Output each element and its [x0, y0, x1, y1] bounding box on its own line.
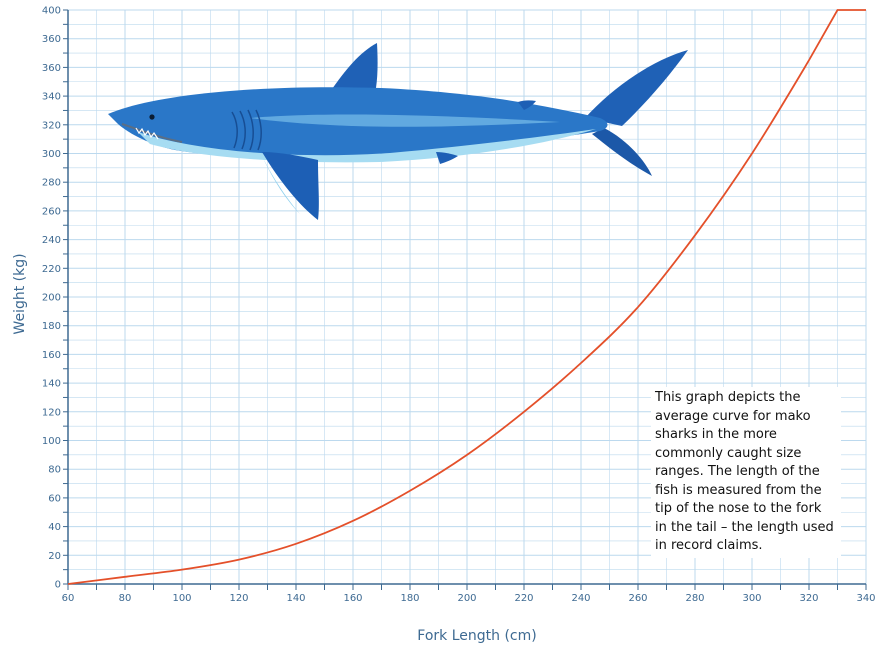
y-tick-label: 80 — [48, 465, 61, 476]
x-tick-label: 340 — [856, 593, 875, 604]
y-tick-labels: 0 20 40 60 80 100 120 140 160 180 200 220 240 260 280 3… — [42, 6, 61, 591]
y-tick-label: 40 — [48, 522, 61, 533]
y-tick-label: 20 — [48, 551, 61, 562]
y-axis-title: Weight (kg) — [12, 253, 28, 334]
y-tick-label: 200 — [42, 293, 61, 304]
x-tick-label: 260 — [628, 593, 647, 604]
y-tick-label: 300 — [42, 149, 61, 160]
y-tick-label: 0 — [55, 580, 61, 591]
y-tick-label: 360 — [42, 63, 61, 74]
y-tick-label: 100 — [42, 436, 61, 447]
y-tick-label: 180 — [42, 321, 61, 332]
x-tick-label: 300 — [742, 593, 761, 604]
y-tick-label: 140 — [42, 379, 61, 390]
y-tick-label: 280 — [42, 178, 61, 189]
x-tick-label: 160 — [343, 593, 362, 604]
y-tick-label: 360 — [42, 34, 61, 45]
y-tick-label: 60 — [48, 493, 61, 504]
x-tick-label: 120 — [229, 593, 248, 604]
mako-shark-illustration — [108, 43, 688, 220]
x-axis-title: Fork Length (cm) — [417, 628, 536, 644]
y-tick-label: 240 — [42, 235, 61, 246]
y-tick-label: 340 — [42, 92, 61, 103]
y-tick-label: 120 — [42, 407, 61, 418]
x-tick-label: 100 — [172, 593, 191, 604]
x-tick-label: 60 — [62, 593, 75, 604]
x-tick-label: 200 — [457, 593, 476, 604]
y-tick-label: 400 — [42, 6, 61, 17]
annotation-note: This graph depicts the average curve for… — [651, 387, 841, 558]
x-tick-label: 320 — [799, 593, 818, 604]
x-tick-labels: 60 80 100 120 140 160 180 200 220 240 260 280 300 320… — [62, 593, 876, 604]
y-tick-label: 220 — [42, 264, 61, 275]
x-tick-label: 140 — [286, 593, 305, 604]
x-tick-label: 180 — [400, 593, 419, 604]
y-tick-label: 320 — [42, 120, 61, 131]
y-tick-label: 160 — [42, 350, 61, 361]
y-tick-label: 260 — [42, 206, 61, 217]
x-tick-label: 240 — [571, 593, 590, 604]
x-tick-label: 220 — [514, 593, 533, 604]
x-tick-label: 280 — [685, 593, 704, 604]
x-tick-label: 80 — [119, 593, 132, 604]
